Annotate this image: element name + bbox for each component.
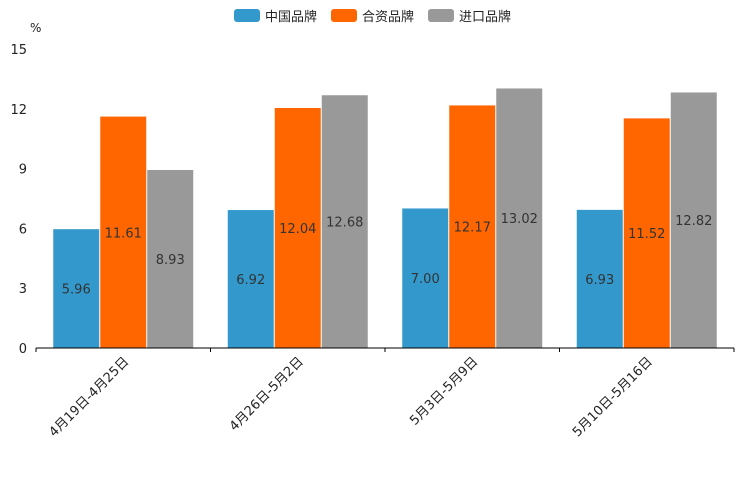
y-axis-unit: % <box>30 21 42 35</box>
bar <box>53 229 100 348</box>
legend-swatch-imported-brand <box>428 9 455 22</box>
bar <box>321 95 368 348</box>
data-label: 12.82 <box>675 214 712 229</box>
bar <box>576 209 623 348</box>
bar <box>100 116 147 348</box>
y-tick-label: 12 <box>10 103 27 118</box>
y-tick-label: 15 <box>10 43 27 58</box>
bar <box>274 108 321 348</box>
y-tick-label: 3 <box>19 282 27 297</box>
data-label: 6.92 <box>236 273 265 288</box>
legend-label-joint-venture-brand: 合资品牌 <box>362 10 415 25</box>
y-tick-label: 6 <box>19 222 27 237</box>
data-label: 11.61 <box>105 226 142 241</box>
legend-swatch-joint-venture-brand <box>331 9 358 22</box>
legend-item-joint-venture-brand[interactable]: 合资品牌 <box>331 6 414 25</box>
y-tick-label: 9 <box>19 163 27 178</box>
legend-label-imported-brand: 进口品牌 <box>459 10 512 25</box>
data-label: 12.04 <box>279 222 316 237</box>
bar <box>402 208 449 348</box>
legend-item-imported-brand[interactable]: 进口品牌 <box>428 6 511 25</box>
data-label: 7.00 <box>411 272 440 287</box>
legend-label-china-brand: 中国品牌 <box>265 10 318 25</box>
data-label: 11.52 <box>628 227 665 242</box>
x-tick-label: 4月26日-5月2日 <box>227 354 307 434</box>
bar <box>670 92 717 348</box>
data-label: 5.96 <box>62 283 91 298</box>
bar <box>623 118 670 348</box>
x-tick-label: 5月10日-5月16日 <box>570 354 656 440</box>
x-tick-label: 5月3日-5月9日 <box>407 354 481 428</box>
data-label: 8.93 <box>156 253 185 268</box>
data-label: 12.68 <box>326 216 363 231</box>
legend-item-china-brand[interactable]: 中国品牌 <box>234 6 317 25</box>
bar <box>496 88 543 348</box>
x-tick-label: 4月19日-4月25日 <box>47 354 133 440</box>
chart-legend: 中国品牌 合资品牌 进口品牌 <box>234 6 511 25</box>
data-label: 13.02 <box>501 212 538 227</box>
legend-swatch-china-brand <box>234 9 260 22</box>
bar <box>227 210 274 348</box>
bar <box>449 105 496 348</box>
data-label: 6.93 <box>585 273 614 288</box>
bar <box>147 169 194 348</box>
data-label: 12.17 <box>454 221 491 236</box>
y-tick-label: 0 <box>19 342 27 357</box>
